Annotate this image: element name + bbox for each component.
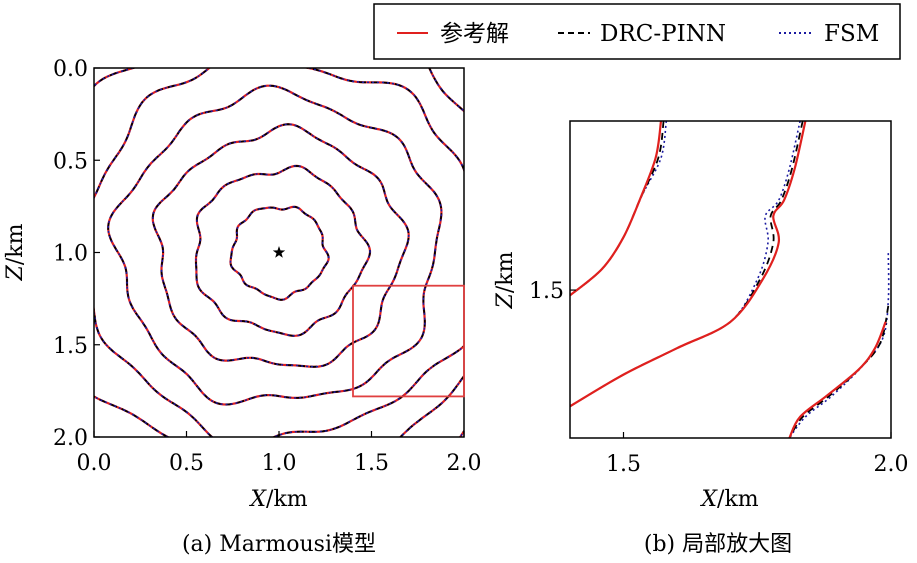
contour-line-7-reference bbox=[458, 429, 464, 437]
zoom-curve-1-fsm bbox=[570, 121, 668, 297]
source-star-icon bbox=[272, 246, 286, 258]
panel-a-xlabel: X/km bbox=[248, 487, 307, 512]
panel-b: 1.5 2.0 1.5 X/km Z/km (b) 局部放大图 bbox=[493, 120, 909, 557]
panel-b-caption: (b) 局部放大图 bbox=[644, 532, 792, 557]
panel-a-xtick-label: 1.5 bbox=[354, 451, 389, 476]
contour-line-4-fsm bbox=[107, 84, 443, 406]
panel-a-ytick-label: 0.0 bbox=[53, 57, 88, 82]
panel-a-ylabel: Z/km bbox=[3, 223, 28, 281]
zoom-curve-2-fsm bbox=[570, 121, 801, 407]
panel-b-frame bbox=[569, 120, 892, 439]
panel-a: 0.0 0.5 1.0 1.5 2.00.00.51.01.52.0 X/km Z/km… bbox=[3, 57, 482, 557]
panel-b-ylabel: Z/km bbox=[493, 251, 518, 309]
contour-line-5-drc-pinn bbox=[94, 68, 464, 437]
contour-line-7-drc-pinn bbox=[459, 429, 464, 437]
panel-a-ytick-label: 1.5 bbox=[53, 334, 88, 359]
legend: 参考解 DRC-PINN FSM bbox=[373, 3, 901, 60]
contour-line-5-fsm bbox=[94, 68, 464, 437]
zoom-curve-2-reference bbox=[570, 121, 807, 408]
panel-a-ytick-label: 0.5 bbox=[53, 149, 88, 174]
contour-line-1-fsm bbox=[229, 205, 330, 301]
panel-b-xtick-label: 1.5 bbox=[606, 452, 641, 477]
zoom-box bbox=[352, 284, 465, 398]
contour-line-3-reference bbox=[151, 123, 410, 368]
contour-line-5-reference bbox=[94, 68, 464, 437]
panel-b-curves bbox=[570, 121, 890, 438]
contour-line-3-drc-pinn bbox=[151, 123, 410, 368]
zoom-curve-3-fsm bbox=[788, 253, 890, 438]
contour-line-4-reference bbox=[107, 84, 443, 406]
contour-line-7-fsm bbox=[459, 429, 464, 437]
zoom-curve-1-reference bbox=[570, 121, 663, 297]
zoom-curve-1-drc-pinn bbox=[570, 121, 665, 297]
panel-a-contours bbox=[94, 68, 464, 437]
contour-line-1-drc-pinn bbox=[229, 205, 330, 301]
panel-a-xtick-label: 1.0 bbox=[262, 451, 297, 476]
legend-frame bbox=[373, 3, 901, 60]
zoom-curve-2-drc-pinn bbox=[570, 121, 804, 408]
panel-b-xlabel: X/km bbox=[699, 487, 758, 512]
panel-b-ytick-label: 1.5 bbox=[529, 279, 564, 304]
contour-line-6-drc-pinn bbox=[94, 68, 464, 437]
legend-label-fsm: FSM bbox=[824, 21, 879, 47]
panel-a-ytick-label: 1.0 bbox=[53, 242, 88, 267]
panel-b-xtick-label: 2.0 bbox=[874, 452, 909, 477]
panel-a-xtick-label: 0.5 bbox=[169, 451, 204, 476]
panel-a-xtick-label: 2.0 bbox=[447, 451, 482, 476]
zoom-curve-3-reference bbox=[788, 321, 887, 438]
panel-a-caption: (a) Marmousi模型 bbox=[182, 532, 376, 557]
panel-a-xtick-label: 0.0 bbox=[77, 451, 112, 476]
contour-line-2-drc-pinn bbox=[195, 164, 371, 337]
contour-line-3-fsm bbox=[152, 123, 410, 368]
legend-label-reference: 参考解 bbox=[440, 21, 509, 47]
zoom-curve-3-drc-pinn bbox=[788, 305, 890, 438]
panel-b-ticks: 1.5 2.0 1.5 bbox=[529, 279, 909, 477]
panel-a-ticks: 0.0 0.5 1.0 1.5 2.00.00.51.01.52.0 bbox=[53, 57, 482, 476]
legend-label-drc-pinn: DRC-PINN bbox=[600, 21, 726, 47]
panel-a-ytick-label: 2.0 bbox=[53, 426, 88, 451]
